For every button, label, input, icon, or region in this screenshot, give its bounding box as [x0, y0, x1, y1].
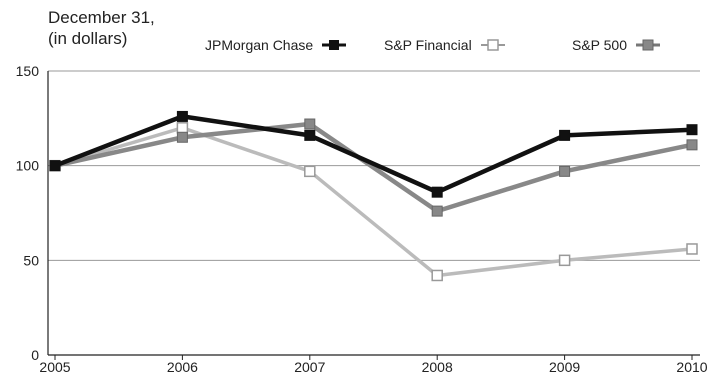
legend-label-jpmorgan: JPMorgan Chase — [205, 37, 314, 53]
point-sp-financial-2009 — [558, 254, 571, 267]
legend-label-sp-500: S&P 500 — [572, 37, 628, 53]
legend-swatch-sp-500 — [636, 39, 661, 51]
y-tick-label-0: 0 — [31, 347, 39, 363]
point-sp-financial-2010 — [686, 243, 698, 255]
legend-item-jpmorgan: JPMorgan Chase — [205, 37, 347, 53]
legend-label-sp-financial: S&P Financial — [384, 37, 472, 53]
chart-title-line-1: December 31, — [48, 8, 155, 27]
x-tick-label-2005: 2005 — [39, 359, 70, 375]
point-sp-500-2006 — [176, 131, 188, 143]
series-line-sp-financial — [54, 126, 693, 278]
x-tick-label-2009: 2009 — [549, 359, 580, 375]
legend-item-sp-financial: S&P Financial — [384, 37, 506, 53]
point-sp-financial-2007 — [304, 165, 316, 178]
point-jpmorgan-2008 — [431, 186, 443, 198]
series-line-jpmorgan — [54, 114, 693, 195]
y-tick-label-150: 150 — [16, 63, 40, 79]
x-tick-label-2006: 2006 — [167, 359, 198, 375]
legend-swatch-sp-financial — [480, 39, 505, 51]
point-jpmorgan-2010 — [686, 124, 698, 136]
x-tick-label-2007: 2007 — [294, 359, 325, 375]
point-jpmorgan-2007 — [304, 129, 316, 141]
point-sp-financial-2008 — [431, 269, 443, 282]
point-sp-500-2007 — [304, 118, 316, 130]
point-sp-500-2008 — [431, 205, 443, 217]
point-sp-financial-2006 — [176, 122, 189, 134]
series-line-sp-500 — [54, 121, 693, 214]
point-sp-500-2010 — [686, 139, 698, 151]
x-tick-label-2008: 2008 — [422, 359, 453, 375]
legend-item-sp-500: S&P 500 — [572, 37, 661, 53]
point-jpmorgan-2009 — [559, 129, 571, 141]
point-jpmorgan-2005 — [49, 160, 61, 172]
y-tick-label-100: 100 — [16, 158, 40, 174]
point-jpmorgan-2006 — [176, 110, 188, 122]
y-tick-label-50: 50 — [23, 252, 39, 268]
point-sp-500-2009 — [559, 165, 571, 177]
legend-swatch-jpmorgan — [322, 40, 347, 50]
x-tick-label-2010: 2010 — [676, 359, 707, 375]
chart-title-line-2: (in dollars) — [48, 29, 128, 48]
